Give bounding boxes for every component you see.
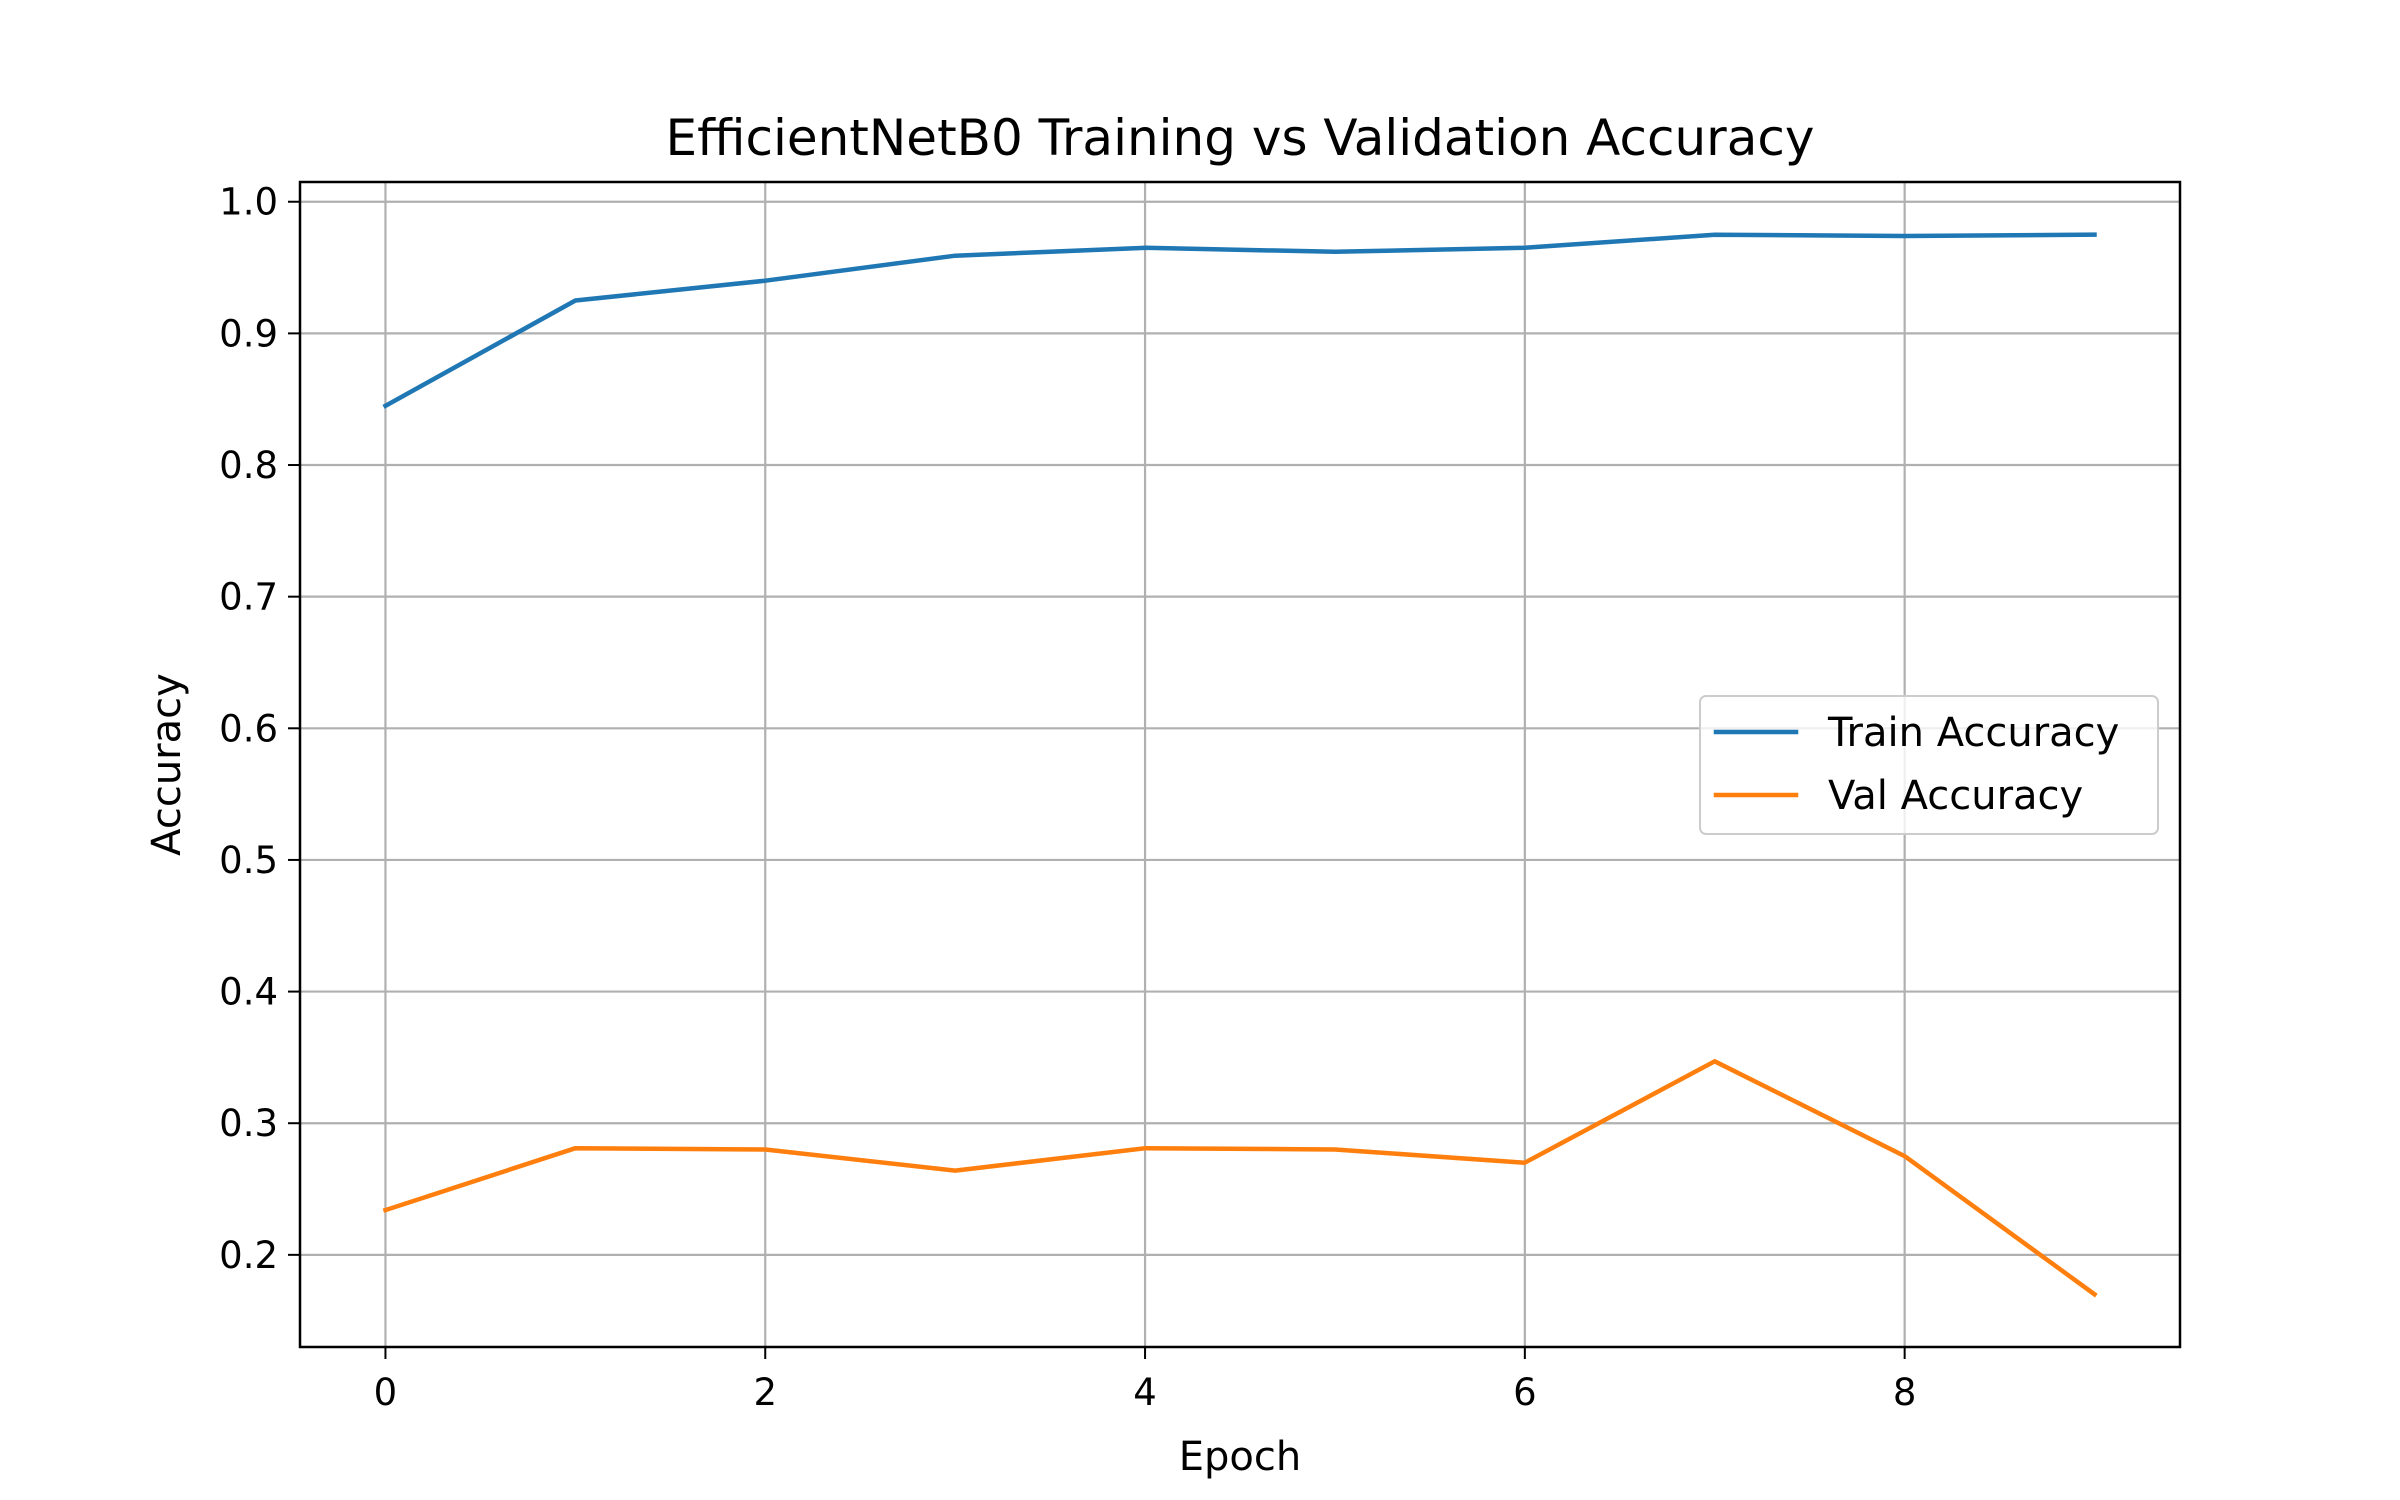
- y-tick-label: 0.9: [219, 312, 278, 355]
- x-tick-label: 6: [1513, 1371, 1537, 1414]
- legend-label-train-accuracy: Train Accuracy: [1827, 710, 2119, 756]
- plot-frame: [298, 180, 2182, 1349]
- y-tick-label: 0.4: [219, 971, 278, 1014]
- y-tick-label: 0.2: [219, 1234, 278, 1277]
- series-line-val-accuracy: [382, 1059, 2098, 1298]
- legend-box: [1699, 695, 2159, 835]
- y-tick-label: 0.8: [219, 444, 278, 487]
- y-tick-label: 0.7: [219, 576, 278, 619]
- axis-ticks: 0 2 4 6 8 0.2 0.3 0.4 0.5 0.6 0.7 0.8 0.9 1.0: [219, 181, 1916, 1414]
- y-tick-label: 0.6: [219, 707, 278, 750]
- y-tick-label: 0.3: [219, 1102, 278, 1145]
- x-tick-label: 0: [374, 1371, 398, 1414]
- x-tick-label: 8: [1893, 1371, 1917, 1414]
- y-tick-label: 0.5: [219, 839, 278, 882]
- series-line-train-accuracy: [382, 232, 2097, 409]
- y-axis-label: Accuracy: [144, 673, 190, 856]
- y-tick-label: 1.0: [219, 181, 278, 224]
- x-tick-label: 2: [753, 1371, 777, 1414]
- chart-title: EfficientNetB0 Training vs Validation Ac…: [666, 109, 1815, 167]
- x-tick-label: 4: [1133, 1371, 1157, 1414]
- x-axis-label: Epoch: [1179, 1434, 1301, 1480]
- legend: Train Accuracy Val Accuracy: [1699, 695, 2159, 835]
- series-lines: [382, 232, 2098, 1298]
- legend-label-val-accuracy: Val Accuracy: [1828, 773, 2083, 819]
